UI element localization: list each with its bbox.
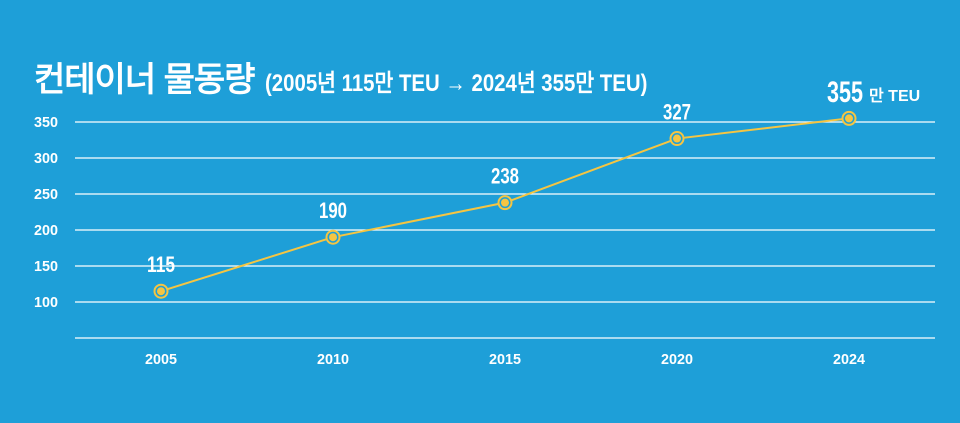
data-label: 238 (491, 164, 519, 189)
unit-label: 만 TEU (869, 87, 920, 105)
x-tick-label: 2015 (489, 351, 521, 368)
y-tick-label: 300 (34, 150, 58, 167)
data-label: 327 (663, 100, 691, 125)
y-tick-label: 250 (34, 186, 58, 203)
data-point (673, 134, 681, 143)
chart-title: 컨테이너 물동량 (2005년 115만 TEU → 2024년 355만 TE… (34, 52, 715, 101)
x-tick-label: 2020 (661, 351, 693, 368)
y-tick-label: 200 (34, 222, 58, 239)
x-tick-label: 2024 (833, 351, 866, 368)
data-label: 115 (147, 252, 175, 277)
title-main: 컨테이너 물동량 (34, 61, 255, 99)
x-tick-label: 2010 (317, 351, 349, 368)
data-label: 190 (319, 198, 347, 223)
data-label: 355 (827, 76, 863, 109)
y-tick-label: 150 (34, 258, 58, 275)
y-tick-label: 100 (34, 294, 58, 311)
title-subtitle: (2005년 115만 TEU → 2024년 355만 TEU) (264, 70, 648, 97)
data-point (501, 198, 509, 207)
data-point (157, 287, 165, 296)
x-tick-label: 2005 (145, 351, 177, 368)
y-tick-label: 350 (34, 114, 58, 131)
data-point (845, 114, 853, 123)
data-point (329, 233, 337, 242)
